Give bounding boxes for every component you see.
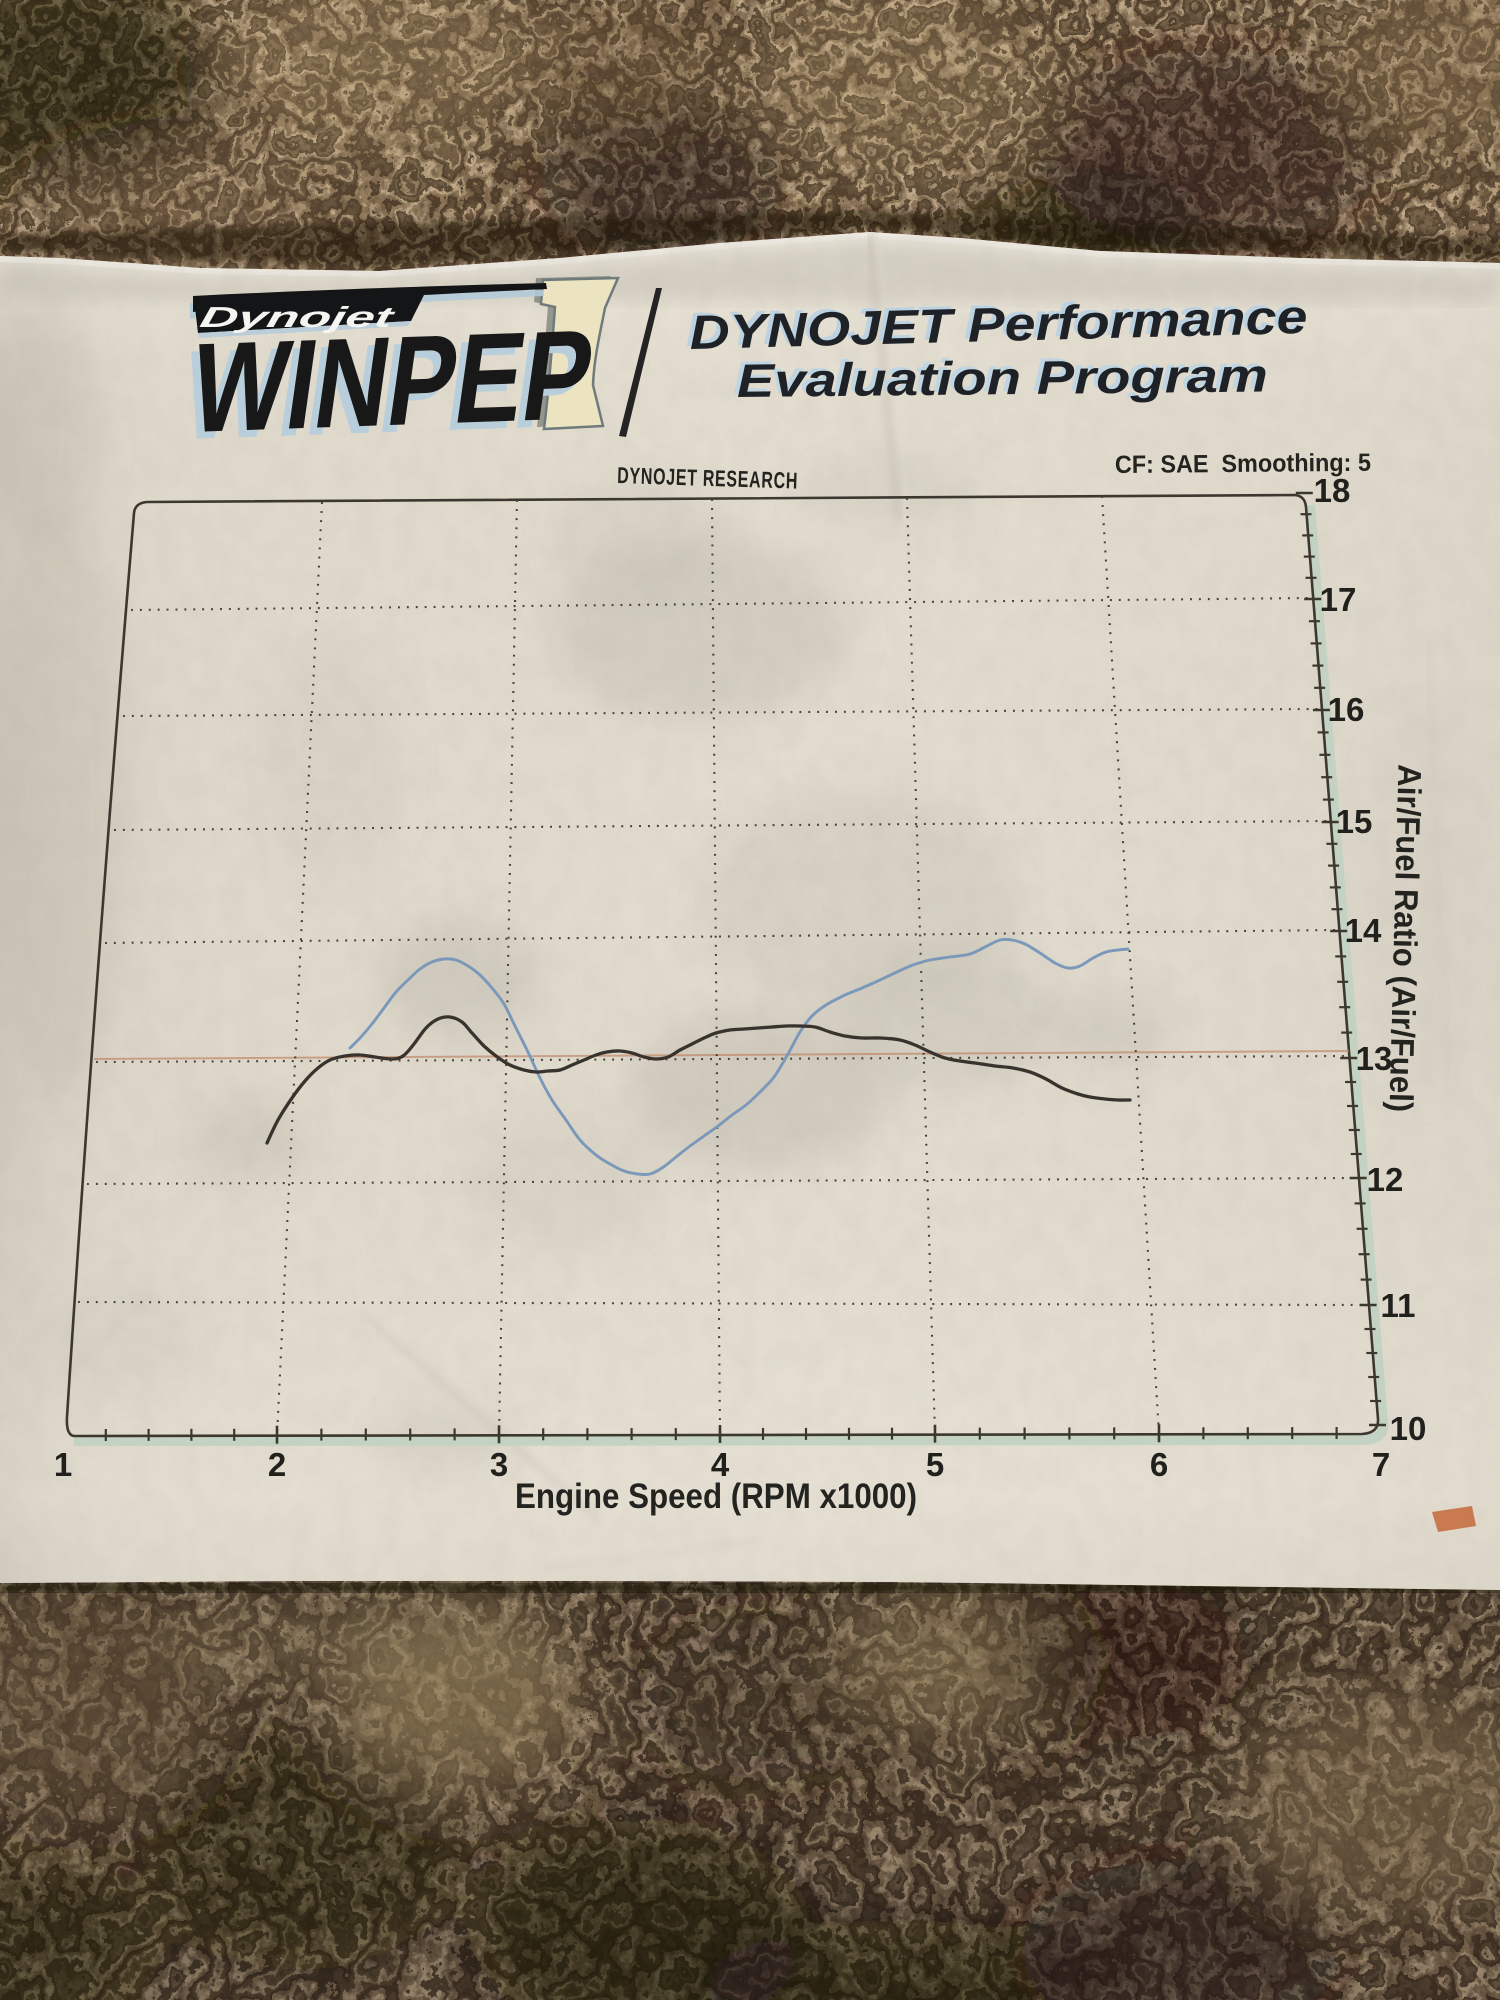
svg-text:16: 16	[1328, 691, 1365, 728]
svg-text:Dynojet: Dynojet	[197, 301, 398, 334]
svg-text:17: 17	[1320, 581, 1357, 618]
svg-text:2: 2	[268, 1446, 286, 1483]
svg-text:3: 3	[490, 1446, 508, 1483]
svg-text:6: 6	[1150, 1446, 1168, 1483]
svg-text:WINPEP: WINPEP	[175, 311, 594, 468]
svg-text:Air/Fuel Ratio (Air/Fuel): Air/Fuel Ratio (Air/Fuel)	[1382, 764, 1428, 1113]
svg-text:14: 14	[1345, 912, 1382, 949]
svg-text:1: 1	[54, 1446, 72, 1483]
svg-text:11: 11	[1381, 1287, 1416, 1324]
svg-text:Engine Speed (RPM x1000): Engine Speed (RPM x1000)	[515, 1477, 917, 1516]
svg-text:12: 12	[1367, 1161, 1404, 1198]
svg-text:Evaluation Program: Evaluation Program	[733, 345, 1265, 404]
svg-text:10: 10	[1390, 1410, 1427, 1447]
svg-text:Evaluation Program: Evaluation Program	[737, 348, 1269, 407]
svg-text:18: 18	[1314, 472, 1351, 509]
svg-text:CF: SAE Smoothing: 5: CF: SAE Smoothing: 5	[1115, 449, 1371, 479]
svg-text:7: 7	[1372, 1446, 1390, 1483]
svg-text:4: 4	[711, 1446, 730, 1483]
svg-text:5: 5	[926, 1446, 944, 1483]
svg-text:15: 15	[1336, 803, 1373, 840]
svg-text:WINPEP: WINPEP	[183, 303, 602, 460]
svg-text:DYNOJET RESEARCH: DYNOJET RESEARCH	[617, 462, 799, 494]
svg-text:13: 13	[1356, 1040, 1393, 1077]
